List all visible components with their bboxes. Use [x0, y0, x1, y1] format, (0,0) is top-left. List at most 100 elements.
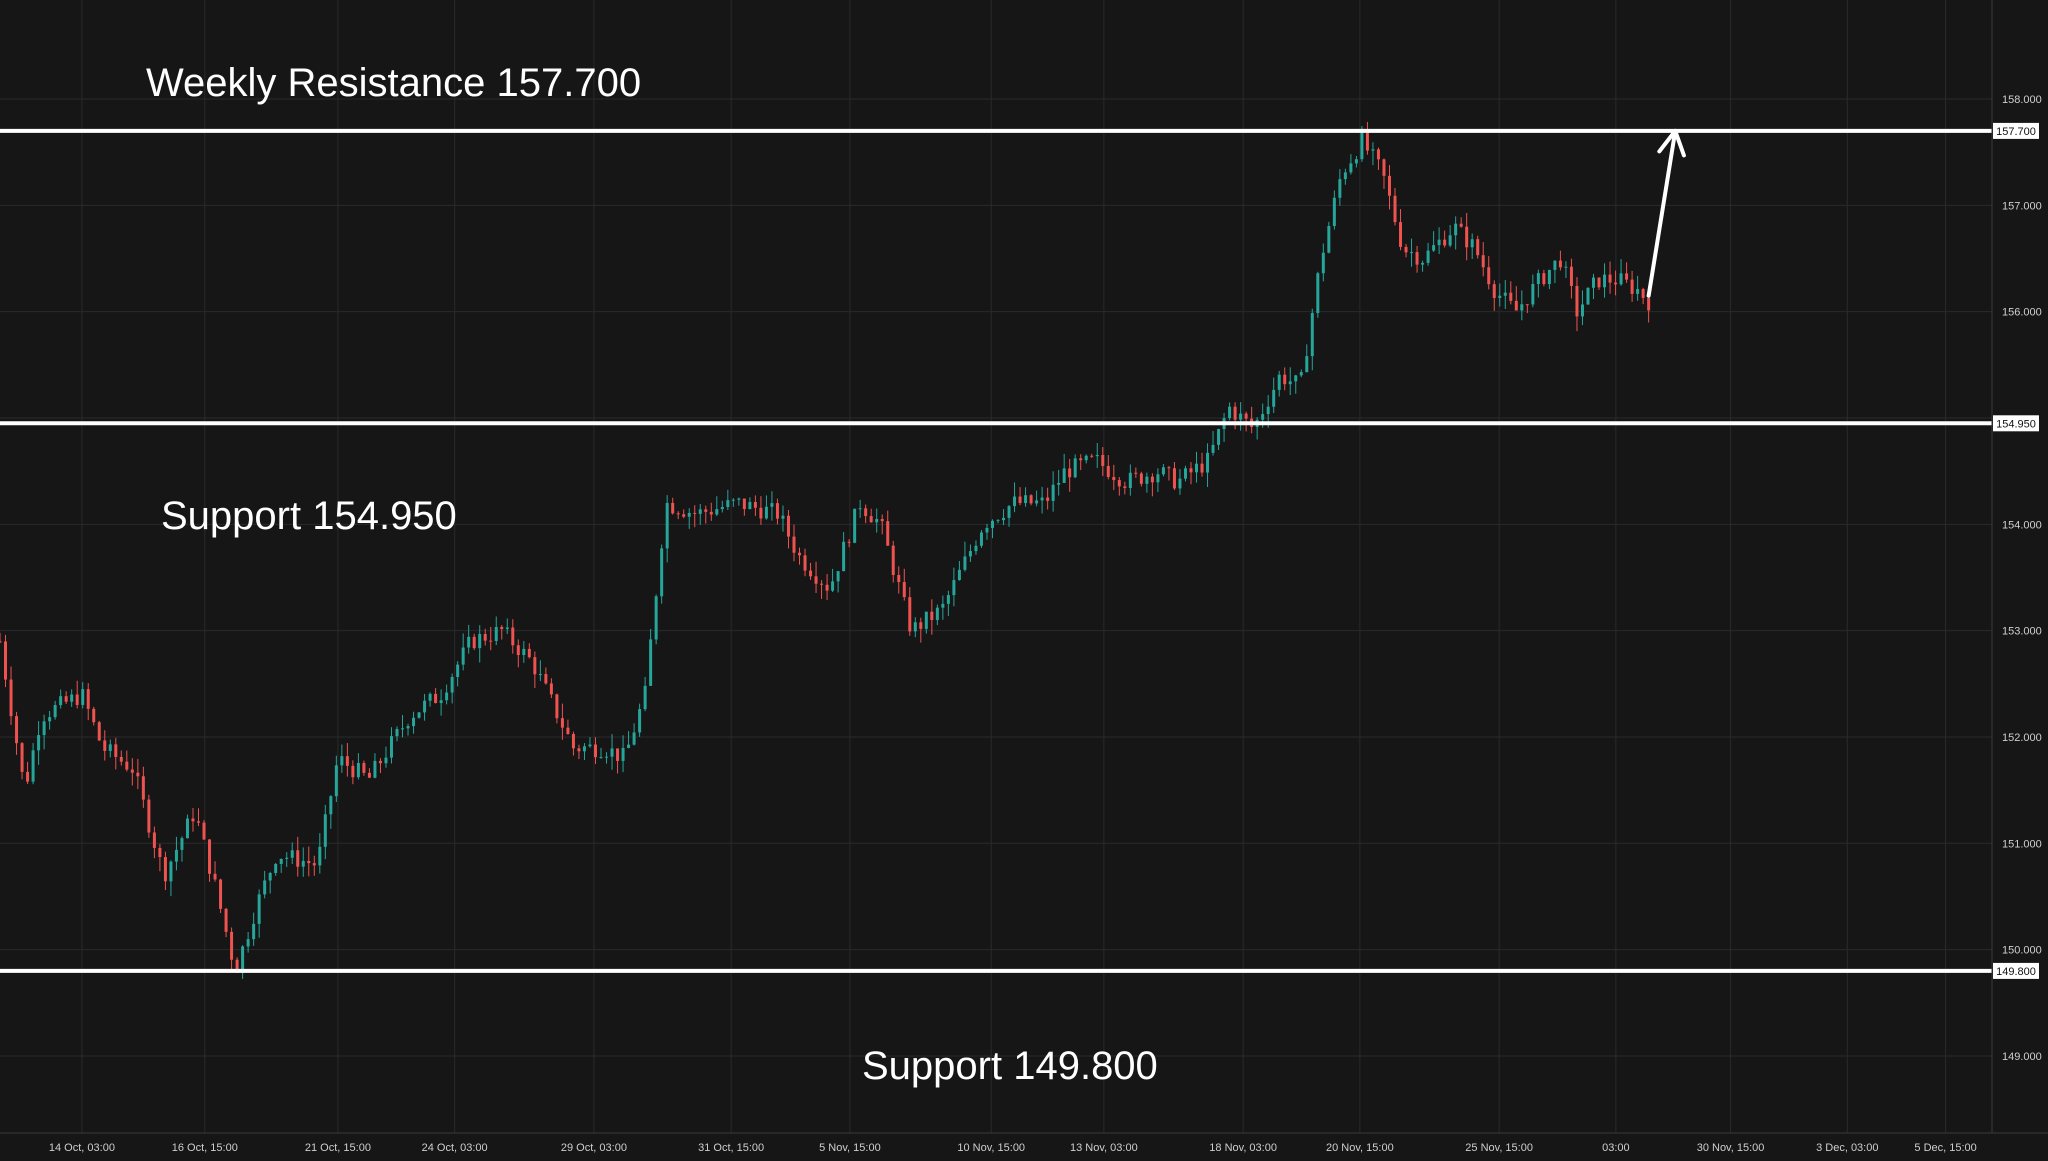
candle-up — [48, 717, 52, 722]
candle-down — [208, 839, 212, 874]
candle-down — [897, 575, 901, 583]
candle-up — [1470, 239, 1474, 248]
candle-up — [389, 736, 393, 758]
candle-up — [627, 744, 631, 748]
candle-down — [891, 545, 895, 576]
candle-down — [775, 503, 779, 519]
candle-up — [108, 744, 112, 751]
x-tick-label: 14 Oct, 03:00 — [49, 1142, 115, 1154]
candle-down — [555, 694, 559, 719]
candle-up — [70, 694, 74, 702]
candle-up — [340, 756, 344, 766]
candle-down — [196, 821, 200, 823]
candle-down — [560, 718, 564, 728]
candle-up — [605, 756, 609, 758]
candle-up — [935, 607, 939, 621]
candle-layer — [0, 121, 1651, 979]
resistance-label: Weekly Resistance 157.700 — [146, 61, 642, 105]
candle-up — [538, 674, 542, 676]
candle-down — [1123, 486, 1127, 488]
candle-up — [632, 732, 636, 745]
candle-up — [858, 508, 862, 510]
candle-down — [616, 748, 620, 761]
candle-down — [902, 582, 906, 598]
candle-up — [412, 717, 416, 727]
candle-up — [1057, 482, 1061, 485]
candle-down — [676, 513, 680, 515]
candle-up — [1564, 266, 1568, 268]
candle-down — [362, 763, 366, 773]
candle-up — [731, 499, 735, 501]
candle-up — [1183, 468, 1187, 479]
candle-up — [990, 520, 994, 528]
projection-layer — [1646, 128, 1686, 298]
y-tick-label: 158.000 — [2002, 94, 2042, 106]
candle-up — [610, 748, 614, 757]
candle-down — [1200, 463, 1204, 473]
candle-up — [1520, 304, 1524, 311]
projection-arrow-shaft — [1646, 128, 1678, 298]
candle-down — [9, 679, 13, 717]
candle-down — [136, 772, 140, 777]
x-tick-label: 25 Nov, 15:00 — [1465, 1142, 1533, 1154]
candle-up — [996, 520, 1000, 522]
candle-down — [1029, 495, 1033, 504]
candle-up — [423, 700, 427, 713]
candle-up — [290, 850, 294, 858]
candle-down — [1018, 496, 1022, 504]
candle-down — [527, 648, 531, 658]
candle-up — [654, 596, 658, 640]
candle-up — [781, 515, 785, 519]
candle-up — [1426, 250, 1430, 263]
candle-up — [384, 757, 388, 764]
candle-down — [367, 772, 371, 778]
x-tick-label: 20 Nov, 15:00 — [1326, 1142, 1394, 1154]
candle-down — [1399, 222, 1403, 247]
x-tick-label: 5 Dec, 15:00 — [1914, 1142, 1976, 1154]
candle-up — [1536, 273, 1540, 284]
candle-down — [880, 519, 884, 522]
candle-up — [588, 744, 592, 747]
candle-up — [1586, 287, 1590, 305]
candle-down — [296, 850, 300, 867]
candle-up — [1024, 495, 1028, 504]
candle-down — [1443, 239, 1447, 246]
candle-down — [1641, 289, 1645, 298]
candle-up — [450, 676, 454, 693]
candle-up — [621, 747, 625, 761]
candle-down — [1509, 292, 1513, 301]
level-layer: 157.700 154.950 149.800 — [0, 122, 2039, 979]
candle-down — [682, 514, 686, 517]
candle-up — [169, 861, 173, 882]
candle-down — [1514, 300, 1518, 311]
candle-up — [698, 509, 702, 514]
candle-down — [1614, 282, 1618, 285]
x-tick-label: 29 Oct, 03:00 — [561, 1142, 627, 1154]
candle-down — [20, 743, 24, 772]
candle-down — [919, 622, 923, 629]
candle-down — [1481, 255, 1485, 268]
candle-down — [1487, 267, 1491, 285]
candle-down — [489, 640, 493, 642]
candle-down — [1630, 279, 1634, 294]
candle-up — [1217, 429, 1221, 445]
candle-down — [847, 541, 851, 543]
candle-up — [875, 519, 879, 523]
candle-up — [274, 863, 278, 873]
candle-down — [4, 641, 8, 680]
candle-up — [946, 595, 950, 604]
candle-up — [1145, 476, 1149, 484]
candle-up — [257, 894, 261, 924]
grid-layer — [0, 0, 1992, 1133]
candle-down — [1459, 223, 1463, 227]
candle-up — [638, 709, 642, 733]
candle-down — [1404, 246, 1408, 253]
y-tick-label: 156.000 — [2002, 307, 2042, 319]
candle-down — [1465, 226, 1469, 248]
candle-down — [434, 693, 438, 704]
candle-up — [1454, 223, 1458, 236]
candle-down — [533, 657, 537, 675]
candle-down — [1597, 277, 1601, 288]
